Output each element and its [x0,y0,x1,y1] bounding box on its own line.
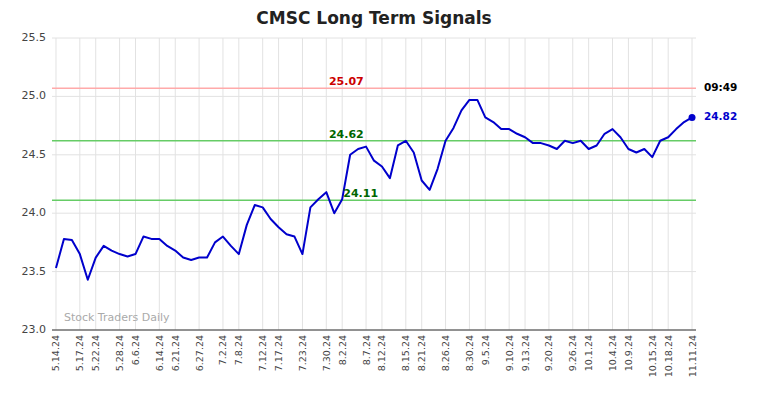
x-tick-label: 8.7.24 [361,335,372,365]
x-tick-label: 5.14.24 [50,335,61,371]
x-grid-line [79,38,80,330]
side-label: 24.82 [704,110,737,122]
last-point [689,114,696,121]
x-grid-line [692,38,693,330]
x-axis-line [52,330,696,331]
x-grid-line [302,38,303,330]
x-grid-line [445,38,446,330]
x-tick-label: 6.14.24 [154,335,165,371]
x-tick-label: 7.2.24 [217,335,228,365]
x-grid-line [572,38,573,330]
x-grid-line [612,38,613,330]
x-grid-line [55,38,56,330]
reference-line [52,87,696,89]
reference-label: 24.62 [329,128,364,141]
reference-label: 25.07 [329,75,364,88]
side-label: 09:49 [704,81,737,93]
x-grid-line [199,38,200,330]
x-tick-label: 6.27.24 [194,335,205,371]
x-grid-line [119,38,120,330]
x-grid-line [525,38,526,330]
x-tick-label: 7.23.24 [297,335,308,371]
x-tick-label: 9.20.24 [543,335,554,371]
x-tick-label: 6.21.24 [170,335,181,371]
x-grid-line [509,38,510,330]
x-grid-line [588,38,589,330]
x-grid-line [135,38,136,330]
title: CMSC Long Term Signals [256,8,491,28]
x-grid-line [469,38,470,330]
reference-label: 24.11 [343,187,378,200]
x-tick-label: 9.13.24 [520,335,531,371]
x-grid-line [405,38,406,330]
x-tick-label: 7.17.24 [273,335,284,371]
x-grid-line [238,38,239,330]
x-grid-line [175,38,176,330]
y-grid-line [52,271,696,272]
x-tick-label: 9.5.24 [480,335,491,365]
x-tick-label: 10.4.24 [607,335,618,371]
y-tick-label: 25.0 [22,89,47,102]
x-grid-line [381,38,382,330]
x-grid-line [548,38,549,330]
plot-area [52,88,696,280]
x-tick-label: 8.2.24 [337,335,348,365]
x-tick-label: 10.1.24 [583,335,594,371]
price-line [56,100,692,280]
watermark: Stock Traders Daily [64,311,170,324]
x-tick-label: 8.30.24 [464,335,475,371]
x-grid-line [278,38,279,330]
x-tick-label: 7.8.24 [233,335,244,365]
y-tick-label: 24.5 [22,148,47,161]
x-grid-line [366,38,367,330]
y-grid-line [52,154,696,155]
x-tick-label: 9.10.24 [504,335,515,371]
x-grid-line [326,38,327,330]
x-tick-label: 5.22.24 [90,335,101,371]
x-tick-label: 10.18.24 [663,335,674,377]
x-tick-label: 11.11.24 [687,335,698,377]
x-grid-line [668,38,669,330]
x-tick-label: 6.6.24 [130,335,141,365]
x-grid-line [159,38,160,330]
x-tick-label: 5.28.24 [114,335,125,371]
x-tick-label: 8.21.24 [416,335,427,371]
y-tick-label: 23.0 [22,323,47,336]
x-tick-label: 7.12.24 [257,335,268,371]
x-tick-label: 8.12.24 [376,335,387,371]
x-grid-line [421,38,422,330]
y-tick-label: 23.5 [22,265,47,278]
x-grid-line [262,38,263,330]
y-grid-line [52,330,696,331]
y-grid-line [52,96,696,97]
x-grid-line [652,38,653,330]
x-tick-label: 8.15.24 [400,335,411,371]
x-grid-line [95,38,96,330]
x-tick-label: 5.17.24 [74,335,85,371]
x-tick-label: 10.9.24 [623,335,634,371]
x-grid-line [485,38,486,330]
x-tick-label: 7.30.24 [321,335,332,371]
x-tick-label: 9.26.24 [567,335,578,371]
x-grid-line [628,38,629,330]
y-grid-line [52,213,696,214]
grid [52,38,696,330]
x-tick-label: 8.26.24 [440,335,451,371]
y-tick-label: 24.0 [22,206,47,219]
y-grid-line [52,38,696,39]
x-tick-label: 10.15.24 [647,335,658,377]
y-tick-label: 25.5 [22,31,47,44]
x-grid-line [222,38,223,330]
chart: 23.0 23.5 24.0 24.5 25.0 25.5 5.14.24 5.17.24 5.… [0,0,784,398]
